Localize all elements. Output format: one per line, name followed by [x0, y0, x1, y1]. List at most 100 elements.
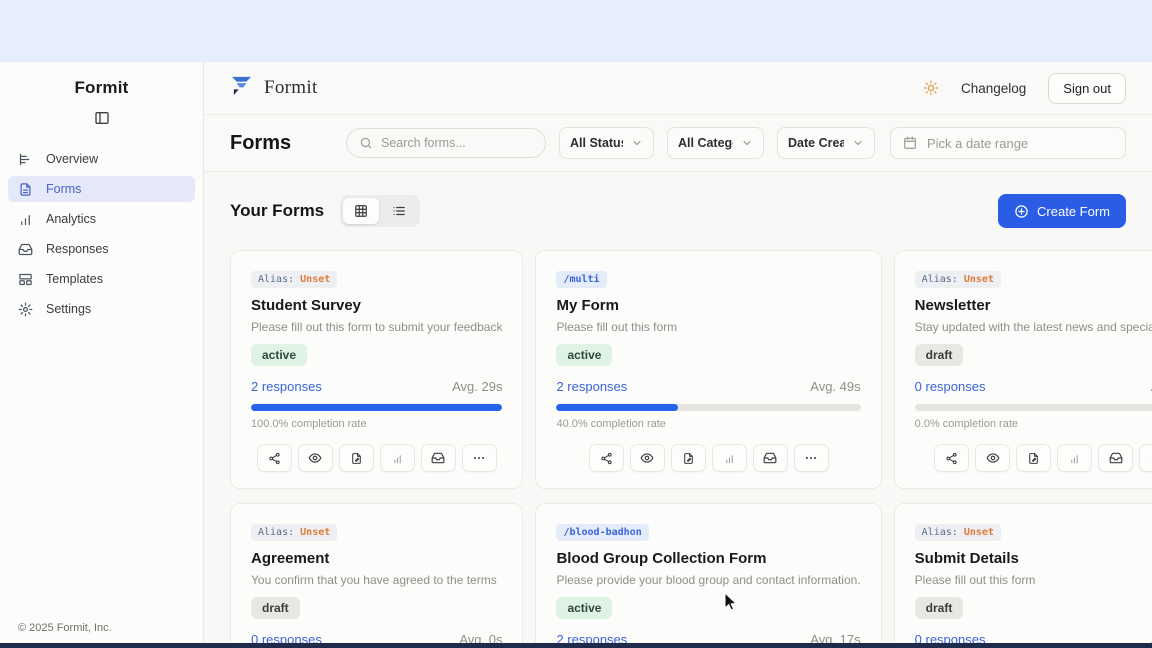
share-button[interactable]	[256, 444, 292, 472]
preview-button[interactable]	[297, 444, 333, 472]
theme-sun-icon[interactable]	[923, 80, 939, 96]
completion-rate: 40.0% completion rate	[556, 418, 666, 430]
form-title: My Form	[556, 297, 619, 314]
date-range-placeholder: Pick a date range	[927, 135, 1029, 151]
sign-out-button[interactable]: Sign out	[1048, 72, 1126, 104]
create-form-button[interactable]: Create Form	[998, 194, 1126, 228]
form-title: Blood Group Collection Form	[556, 550, 767, 567]
more-options-button[interactable]	[1139, 444, 1152, 472]
edit-form-button[interactable]	[1016, 444, 1052, 472]
sidebar-item-label: Responses	[46, 242, 109, 256]
form-card-submit-details[interactable]: Alias: Unset Submit Details Please fill …	[893, 503, 1152, 648]
form-card-newsletter[interactable]: Alias: Unset Newsletter Stay updated wit…	[893, 250, 1152, 489]
ellipsis-icon	[472, 451, 486, 465]
sidebar-item-overview[interactable]: Overview	[8, 146, 195, 172]
date-range-picker[interactable]: Pick a date range	[890, 127, 1126, 159]
search-input[interactable]	[381, 136, 521, 150]
edit-form-button[interactable]	[338, 444, 374, 472]
list-icon	[392, 204, 406, 218]
file-pen-icon	[350, 452, 363, 465]
sidebar-item-analytics[interactable]: Analytics	[8, 206, 195, 232]
preview-button[interactable]	[629, 444, 665, 472]
filters-toolbar: Forms All Status All Categorie Date Crea…	[204, 115, 1152, 172]
form-card-agreement[interactable]: Alias: Unset Agreement You confirm that …	[230, 503, 524, 648]
sidebar-item-settings[interactable]: Settings	[8, 296, 195, 322]
form-card-student-survey[interactable]: Alias: Unset Student Survey Please fill …	[230, 250, 524, 489]
analytics-button[interactable]	[711, 444, 747, 472]
share-button[interactable]	[588, 444, 624, 472]
sidebar-item-label: Templates	[46, 272, 103, 286]
status-badge: draft	[914, 344, 964, 366]
sidebar-item-label: Analytics	[46, 212, 97, 226]
form-description: Please fill out this form to submit your…	[251, 320, 503, 334]
inbox-icon	[763, 451, 777, 465]
more-options-button[interactable]	[793, 444, 829, 472]
section-title: Your Forms	[230, 201, 325, 220]
eye-icon	[640, 451, 654, 465]
responses-button[interactable]	[752, 444, 788, 472]
responses-icon	[18, 242, 33, 257]
brand[interactable]: Formit	[230, 74, 318, 102]
sidebar-item-responses[interactable]: Responses	[8, 236, 195, 262]
form-title: Newsletter	[914, 297, 991, 314]
list-view-button[interactable]	[381, 198, 417, 224]
ellipsis-icon	[804, 451, 818, 465]
sidebar-item-templates[interactable]: Templates	[8, 266, 195, 292]
responses-button[interactable]	[1098, 444, 1134, 472]
responses-link[interactable]: 0 responses	[914, 379, 986, 394]
analytics-button[interactable]	[379, 444, 415, 472]
avg-time: Avg. 49s	[810, 379, 861, 394]
slug-badge: /multi	[556, 271, 607, 288]
content-area: Your Forms Create Form Alias: Unset Stu	[204, 172, 1152, 648]
changelog-link[interactable]: Changelog	[960, 80, 1027, 96]
preview-button[interactable]	[975, 444, 1011, 472]
overview-icon	[18, 152, 33, 167]
form-description: Stay updated with the latest news and sp…	[914, 320, 1152, 334]
status-badge: active	[556, 344, 613, 366]
form-card-blood-group[interactable]: /blood-badhon Blood Group Collection For…	[535, 503, 882, 648]
search-box[interactable]	[346, 128, 546, 158]
sidebar-collapse-button[interactable]	[0, 110, 203, 126]
date-sort-select[interactable]: Date Created	[777, 127, 875, 159]
alias-badge: Alias: Unset	[251, 271, 338, 288]
chevron-down-icon	[631, 137, 643, 149]
more-options-button[interactable]	[461, 444, 497, 472]
templates-icon	[18, 272, 33, 287]
avg-time: Avg. 0s	[1151, 379, 1152, 394]
avg-time: Avg. 0s	[1151, 632, 1152, 647]
app-header: Formit Changelog Sign out	[204, 62, 1152, 115]
sidebar: Formit Overview Forms Analytics	[0, 62, 204, 648]
sidebar-brand-title: Formit	[74, 78, 129, 97]
status-badge: draft	[251, 597, 300, 619]
card-actions	[915, 444, 1152, 472]
status-badge: active	[251, 344, 308, 366]
category-filter-select[interactable]: All Categorie	[667, 127, 764, 159]
form-card-my-form[interactable]: /multi My Form Please fill out this form…	[535, 250, 882, 489]
settings-icon	[18, 302, 33, 317]
completion-progress	[251, 404, 503, 411]
card-actions	[251, 444, 502, 472]
calendar-icon	[903, 136, 917, 150]
formit-logo-icon	[230, 74, 253, 102]
sidebar-item-label: Settings	[46, 302, 92, 316]
date-sort-label: Date Created	[788, 136, 844, 150]
inbox-icon	[431, 451, 445, 465]
completion-progress	[914, 404, 1152, 411]
responses-link[interactable]: 2 responses	[556, 379, 628, 394]
alias-badge: Alias: Unset	[251, 524, 338, 541]
responses-button[interactable]	[420, 444, 456, 472]
grid-icon	[354, 204, 368, 218]
analytics-button[interactable]	[1057, 444, 1093, 472]
status-filter-select[interactable]: All Status	[559, 127, 654, 159]
edit-form-button[interactable]	[670, 444, 706, 472]
sidebar-item-forms[interactable]: Forms	[8, 176, 195, 202]
brand-name: Formit	[264, 77, 318, 98]
share-button[interactable]	[934, 444, 970, 472]
responses-link[interactable]: 2 responses	[251, 379, 322, 394]
sidebar-item-label: Forms	[46, 182, 82, 196]
form-description: Please fill out this form	[914, 573, 1036, 587]
grid-view-button[interactable]	[343, 198, 380, 224]
file-pen-icon	[682, 452, 695, 465]
view-toggle	[340, 195, 421, 227]
